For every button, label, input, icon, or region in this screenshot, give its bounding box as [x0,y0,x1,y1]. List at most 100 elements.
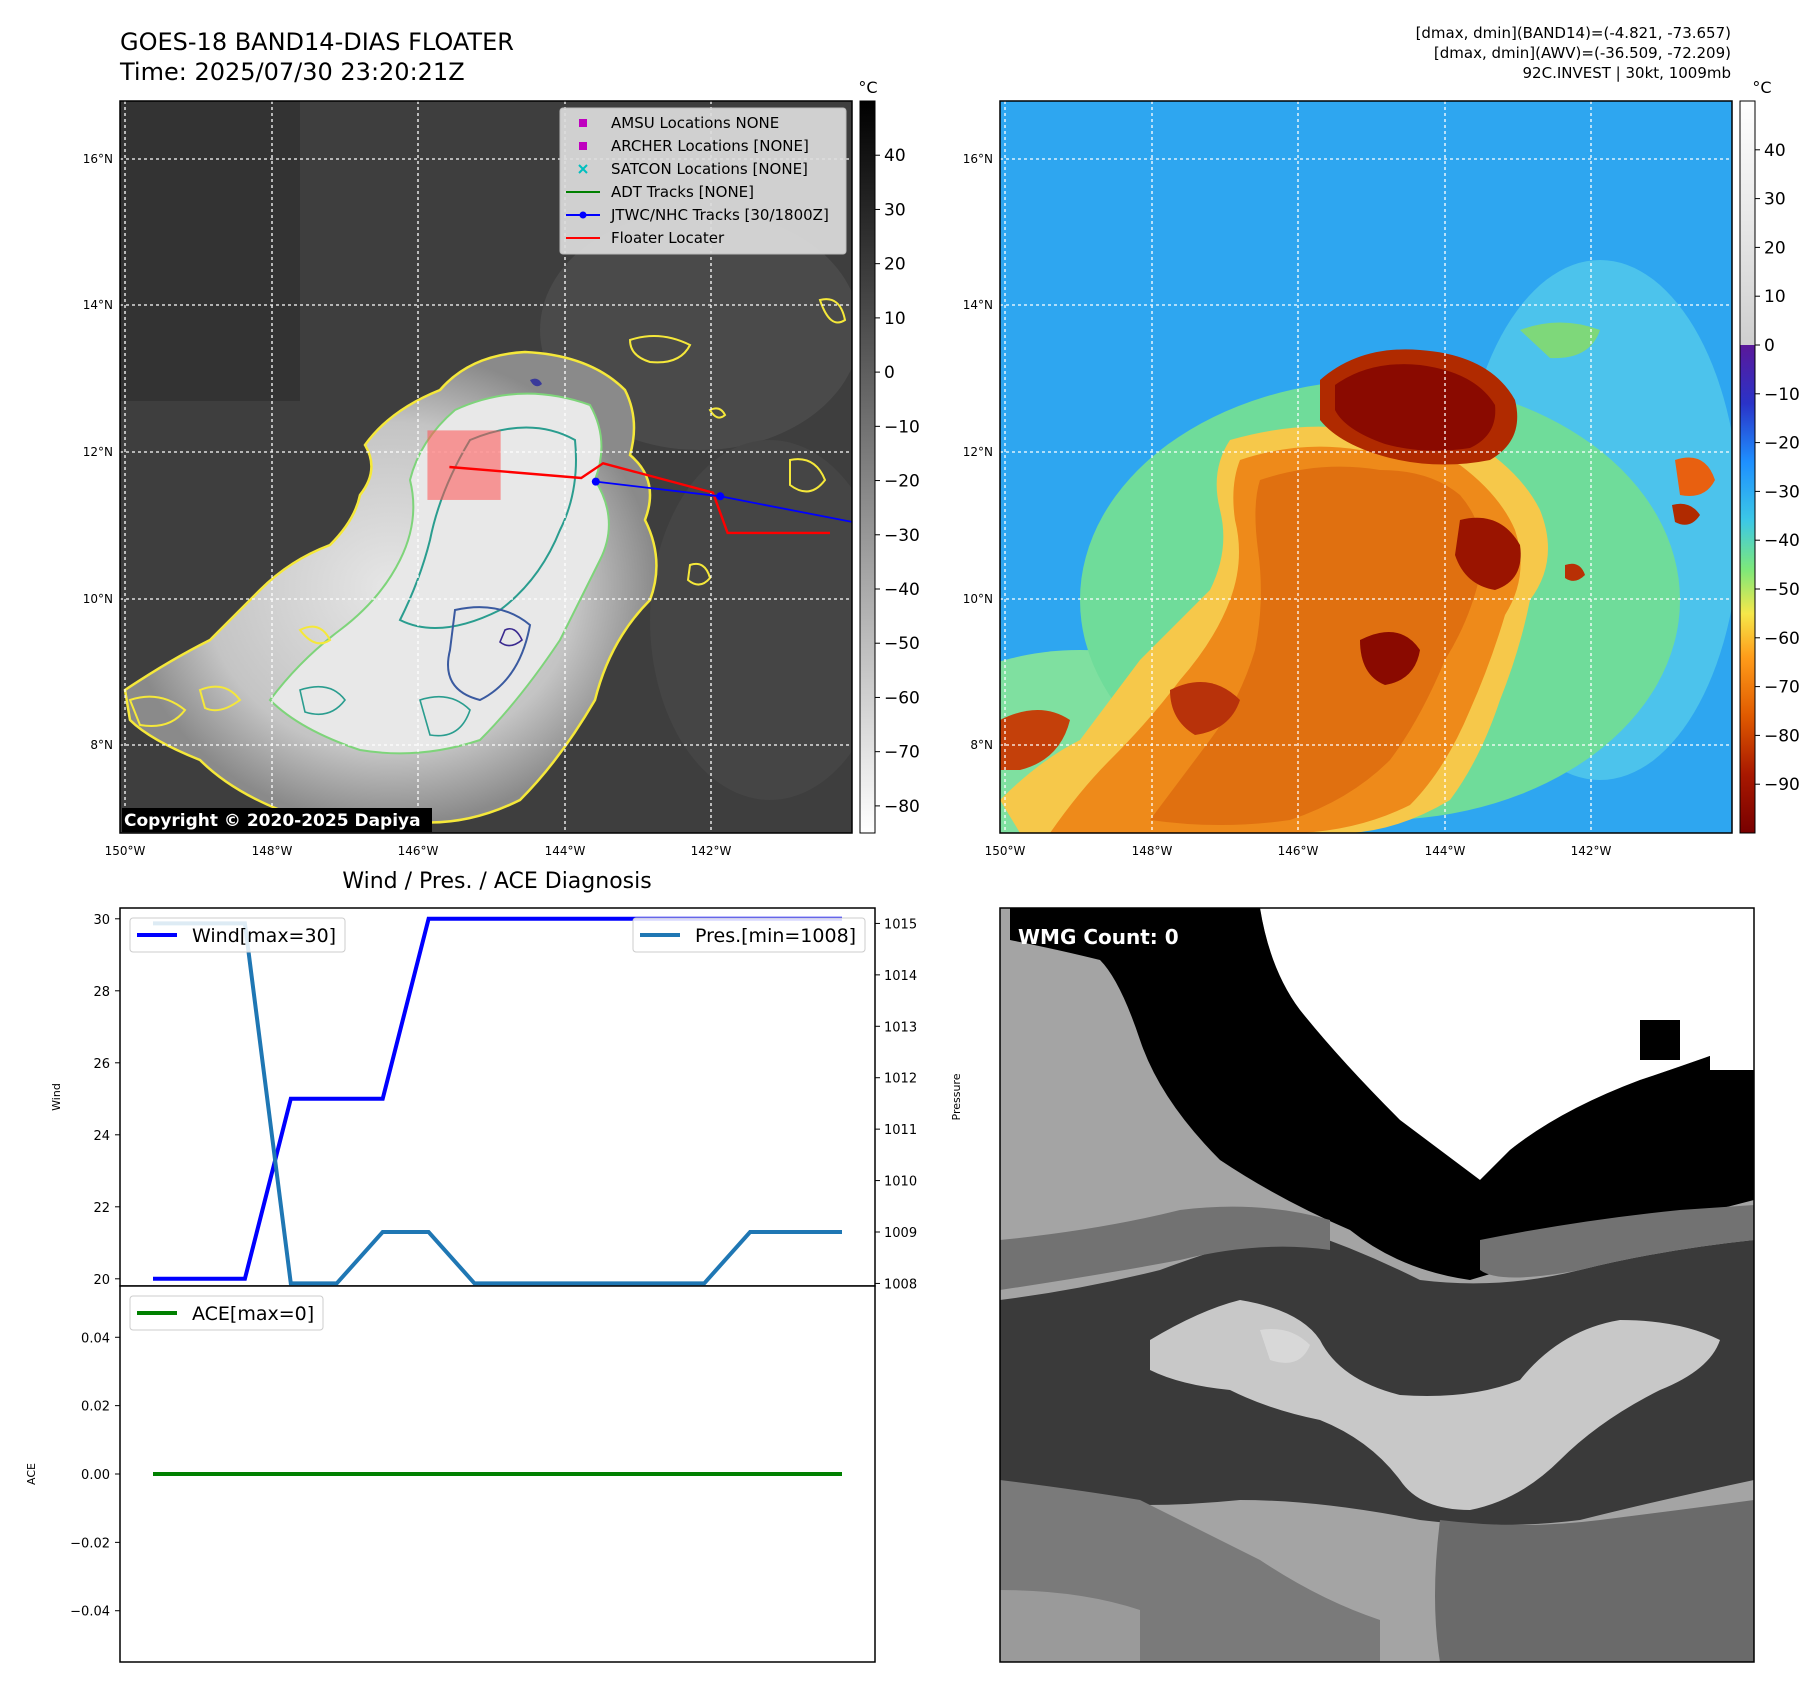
ace-tick-label: 0.00 [81,1468,110,1483]
ace-tick-label: −0.02 [70,1536,110,1551]
ace-legend-label: ACE[max=0] [192,1303,314,1325]
ir-colorbar: °C 40 30 20 10 0 −10 −20 −30 −40 −50 −60 −70 −80 [858,78,920,834]
legend-label: JTWC/NHC Tracks [30/1800Z] [610,206,829,224]
pressure-legend: Pres.[min=1008] [632,917,866,953]
ir-map-panel: AMSU Locations NONE ARCHER Locations [NON… [83,100,853,858]
map-legend: AMSU Locations NONE ARCHER Locations [NON… [559,107,847,255]
legend-label: ADT Tracks [NONE] [611,183,754,201]
awv-lat-tick: 10°N [963,592,993,606]
awv-colorbar: °C 40 30 20 10 0 −10 −20 −30 −40 −50 −60 −70 −80 −90 [1739,78,1800,834]
wind-tick-label: 20 [93,1273,110,1288]
pressure-axis-label: Pressure [950,1073,963,1120]
colorbar-tick-label: 10 [1764,287,1786,307]
cold-cloud-edges [128,298,847,727]
pressure-series-line [153,921,842,1286]
legend-entry: ARCHER Locations [NONE] [579,137,809,155]
legend-label: Floater Locater [611,229,725,247]
pressure-tick-label: 1008 [884,1277,917,1292]
ir-lon-tick: 150°W [105,844,146,858]
legend-entry: Floater Locater [566,229,725,247]
colorbar-tick-label: −80 [884,797,920,817]
colorbar-tick-label: 0 [1764,336,1775,356]
colorbar-tick-label: 20 [1764,238,1786,258]
track-point [716,492,725,501]
wind-tick-label: 30 [93,913,110,928]
colorbar-tick-label: 0 [884,363,895,383]
awv-lon-tick: 148°W [1132,844,1173,858]
floater-locater-path [449,462,830,535]
ir-lon-tick: 144°W [545,844,586,858]
awv-lat-tick: 8°N [970,738,993,752]
ir-lat-tick: 14°N [83,298,113,312]
pressure-tick-label: 1009 [884,1226,917,1241]
colorbar-tick-label: −40 [1764,531,1800,551]
wind-legend: Wind[max=30] [129,917,346,953]
colorbar-tick-label: −70 [884,743,920,763]
track-point [591,477,600,486]
awv-grid [1000,101,1732,833]
wind-tick-label: 22 [93,1201,110,1216]
ir-lon-tick: 146°W [398,844,439,858]
colorbar-tick-label: −20 [1764,434,1800,454]
legend-label: SATCON Locations [NONE] [611,160,808,178]
ir-lon-tick: 148°W [252,844,293,858]
ace-legend: ACE[max=0] [129,1295,324,1331]
legend-entry: ADT Tracks [NONE] [566,183,754,201]
cloud-mass [123,350,658,825]
colorbar-tick-label: −50 [1764,580,1800,600]
wind-legend-label: Wind[max=30] [192,925,336,947]
figure-title: GOES-18 BAND14-DIAS FLOATER [120,28,514,56]
awv-lat-tick: 14°N [963,298,993,312]
awv-lat-tick: 12°N [963,445,993,459]
awv-cloud-mass [1000,322,1715,833]
awv-map-panel: 150°W 148°W 146°W 144°W 142°W 16°N 14°N … [963,100,1733,858]
wind-tick-label: 26 [93,1057,110,1072]
awv-colorbar-unit: °C [1752,78,1771,97]
colorbar-tick-label: −10 [884,417,920,437]
figure-time: Time: 2025/07/30 23:20:21Z [119,58,465,86]
jtwc-track-points [591,477,725,501]
ir-colorbar-unit: °C [858,78,877,97]
colorbar-tick-label: −20 [884,472,920,492]
legend-label: AMSU Locations NONE [611,114,779,132]
wind-tick-label: 28 [93,985,110,1000]
ir-lat-tick: 10°N [83,592,113,606]
colorbar-tick-label: 20 [884,255,906,275]
copyright-text: Copyright © 2020-2025 Dapiya [124,811,421,831]
awv-lat-tick: 16°N [963,152,993,166]
colorbar-tick-label: −30 [1764,482,1800,502]
pressure-tick-label: 1012 [884,1072,917,1087]
colorbar-tick-label: −30 [884,526,920,546]
pressure-tick-label: 1010 [884,1175,917,1190]
colorbar-tick-label: −90 [1764,775,1800,795]
colorbar-tick-label: −40 [884,580,920,600]
pressure-tick-label: 1014 [884,969,917,984]
legend-square-marker [579,119,587,127]
wind-tick-label: 24 [93,1129,110,1144]
wind-axis-label: Wind [50,1083,63,1111]
legend-entry: SATCON Locations [NONE] [578,160,808,178]
pressure-legend-label: Pres.[min=1008] [695,925,856,947]
awv-lon-tick: 144°W [1425,844,1466,858]
diagnosis-title: Wind / Pres. / ACE Diagnosis [342,869,651,894]
colorbar-tick-label: −50 [884,634,920,654]
colorbar-tick-label: −10 [1764,385,1800,405]
colorbar-tick-label: −60 [884,688,920,708]
legend-entry: JTWC/NHC Tracks [30/1800Z] [566,206,829,224]
floater-box [427,430,501,500]
colorbar-tick-label: 30 [884,200,906,220]
ace-tick-label: 0.04 [81,1331,110,1346]
colorbar-tick-label: 10 [884,309,906,329]
ir-lat-tick: 12°N [83,445,113,459]
ir-lat-tick: 16°N [83,152,113,166]
legend-dot-marker [579,211,587,219]
awv-lon-tick: 146°W [1278,844,1319,858]
legend-entry: AMSU Locations NONE [579,114,779,132]
colorbar-tick-label: −60 [1764,629,1800,649]
info-storm: 92C.INVEST | 30kt, 1009mb [1523,64,1731,82]
legend-square-marker [579,142,587,150]
ace-axis-label: ACE [25,1463,38,1485]
info-awv: [dmax, dmin](AWV)=(-36.509, -72.209) [1434,44,1731,62]
ace-tick-label: −0.04 [70,1605,110,1620]
